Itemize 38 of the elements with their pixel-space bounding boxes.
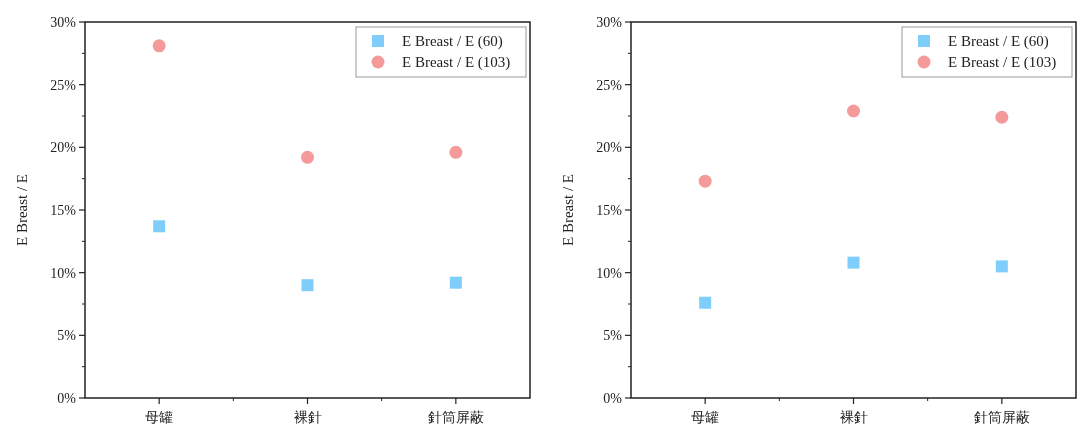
y-tick-label: 20% bbox=[50, 140, 77, 156]
x-tick-label: 裸針 bbox=[839, 410, 868, 425]
y-tick-label: 25% bbox=[50, 77, 77, 93]
y-tick-label: 10% bbox=[596, 265, 623, 281]
legend-label: E Breast / E (60) bbox=[402, 33, 503, 50]
x-tick-label: 母罐 bbox=[691, 410, 720, 425]
x-tick-label: 針筒屏蔽 bbox=[973, 410, 1030, 425]
legend-label: E Breast / E (103) bbox=[402, 54, 511, 71]
point bbox=[152, 39, 166, 53]
y-axis-title: E Breast / E bbox=[14, 173, 30, 247]
y-tick-label: 5% bbox=[603, 328, 623, 344]
point bbox=[847, 104, 860, 118]
x-tick-label: 母罐 bbox=[145, 410, 174, 425]
point bbox=[153, 220, 166, 233]
point bbox=[698, 174, 712, 188]
y-axis-title: E Breast / E bbox=[560, 173, 576, 247]
y-tick-label: 10% bbox=[50, 265, 77, 281]
y-tick-label: 30% bbox=[50, 15, 77, 30]
x-tick-label: 裸針 bbox=[293, 410, 322, 425]
y-tick-label: 30% bbox=[596, 15, 623, 30]
y-tick-label: 5% bbox=[57, 328, 77, 344]
legend-label: E Breast / E (60) bbox=[948, 33, 1049, 50]
y-tick-label: 0% bbox=[603, 391, 623, 406]
point bbox=[449, 145, 463, 159]
point bbox=[847, 256, 860, 269]
point bbox=[301, 279, 314, 292]
point bbox=[995, 260, 1008, 273]
point bbox=[449, 276, 462, 289]
point bbox=[995, 110, 1009, 124]
legend-label: E Breast / E (103) bbox=[948, 54, 1057, 71]
y-tick-label: 0% bbox=[57, 391, 77, 406]
x-tick-label: 針筒屏蔽 bbox=[427, 410, 484, 425]
y-tick-label: 15% bbox=[596, 203, 623, 218]
point bbox=[699, 296, 712, 309]
y-tick-label: 25% bbox=[596, 77, 623, 93]
y-tick-label: 20% bbox=[596, 140, 623, 156]
point bbox=[301, 150, 314, 164]
y-tick-label: 15% bbox=[50, 203, 77, 218]
